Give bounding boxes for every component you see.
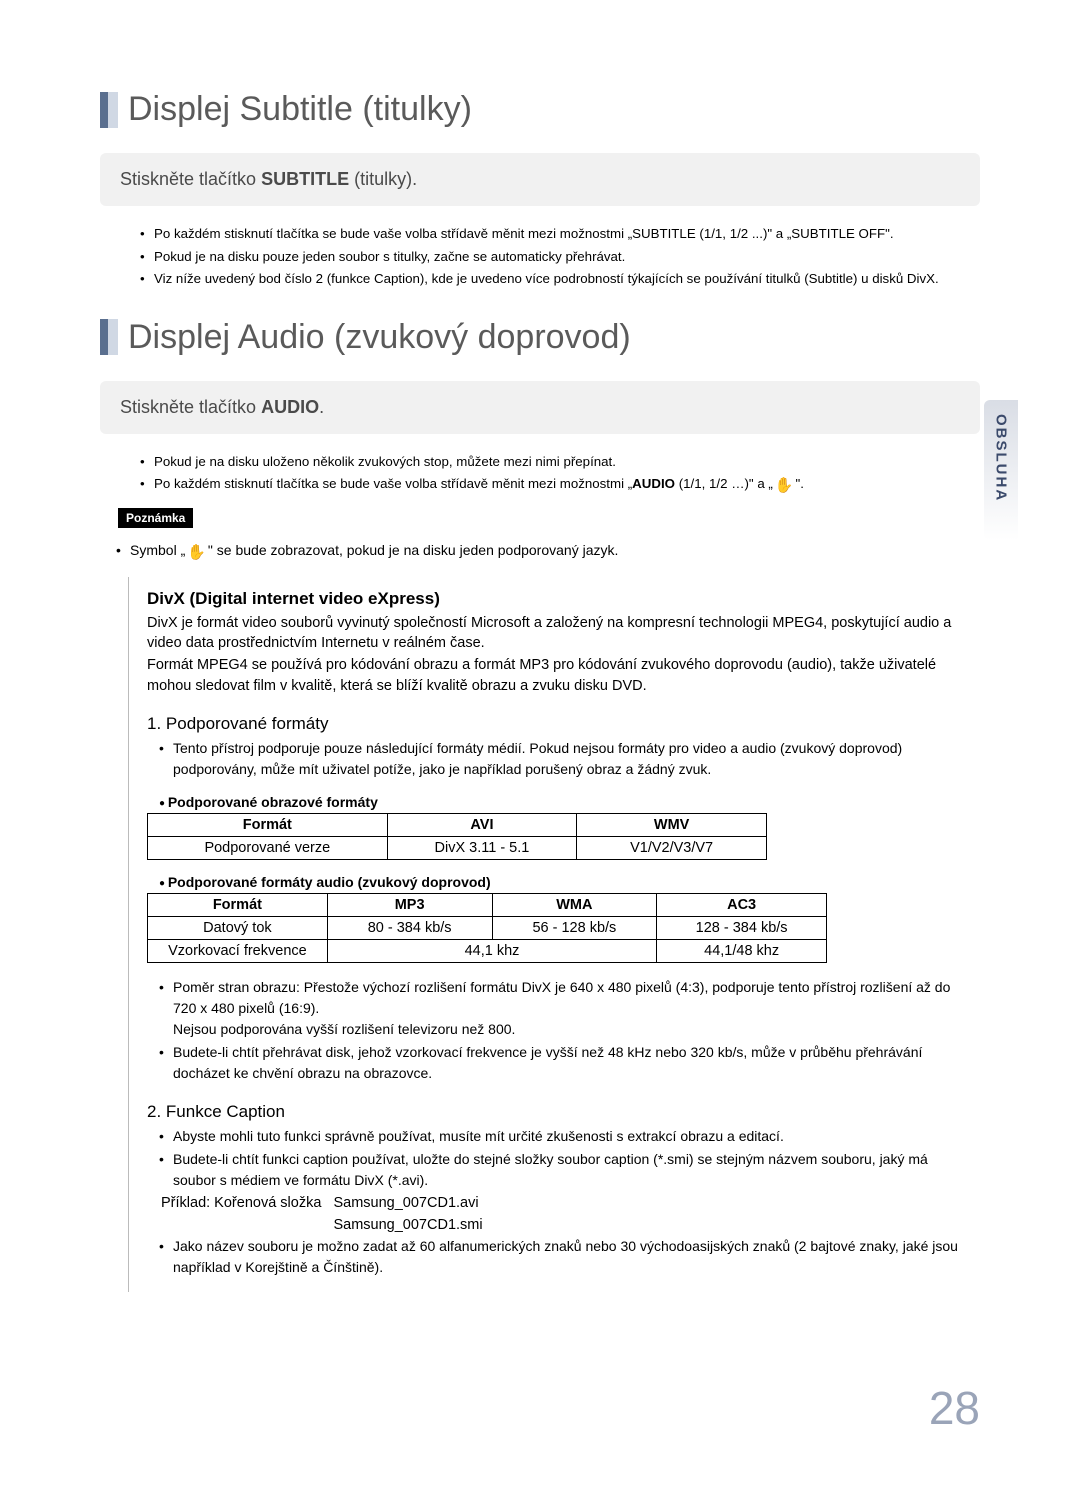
instruction-box-audio: Stiskněte tlačítko AUDIO. — [100, 381, 980, 434]
hand-icon: ✋ — [185, 543, 208, 561]
file-example: Příklad: Kořenová složka Samsung_007CD1.… — [147, 1193, 965, 1237]
video-format-table: Formát AVI WMV Podporované verze DivX 3.… — [147, 813, 767, 860]
bullet-item: Pokud je na disku uloženo několik zvukov… — [140, 452, 980, 473]
td: V1/V2/V3/V7 — [577, 836, 767, 859]
heading-subtitle: Displej Subtitle (titulky) — [100, 90, 980, 129]
heading-bar-icon — [100, 92, 118, 128]
td: 128 - 384 kb/s — [657, 916, 827, 939]
td: 44,1 khz — [327, 939, 656, 962]
heading-subtitle-text: Displej Subtitle (titulky) — [128, 90, 472, 129]
th: AVI — [387, 813, 577, 836]
divx-para1: DivX je formát video souborů vyvinutý sp… — [147, 613, 965, 654]
formats-bullets: Tento přístroj podporuje pouze následují… — [147, 738, 965, 780]
th: Formát — [148, 813, 388, 836]
subtitle-bullets: Po každém stisknutí tlačítka se bude vaš… — [100, 224, 980, 290]
instruction-audio: Stiskněte tlačítko AUDIO. — [120, 397, 324, 417]
divx-title: DivX (Digital internet video eXpress) — [147, 589, 965, 609]
side-tab-label: OBSLUHA — [993, 414, 1010, 502]
subhead-caption: 2. Funkce Caption — [147, 1102, 965, 1122]
heading-bar-icon — [100, 319, 118, 355]
audio-format-table: Formát MP3 WMA AC3 Datový tok 80 - 384 k… — [147, 893, 827, 963]
audio-table-label: Podporované formáty audio (zvukový dopro… — [147, 874, 965, 890]
th: AC3 — [657, 893, 827, 916]
divx-para2: Formát MPEG4 se používá pro kódování obr… — [147, 655, 965, 696]
audio-bullets: Pokud je na disku uloženo několik zvukov… — [100, 452, 980, 498]
caption-bullets: Abyste mohli tuto funkci správně používa… — [147, 1126, 965, 1191]
th: WMA — [492, 893, 657, 916]
instruction-box-subtitle: Stiskněte tlačítko SUBTITLE (titulky). — [100, 153, 980, 206]
bullet-item: Poměr stran obrazu: Přestože výchozí roz… — [159, 977, 965, 1040]
after-table-bullets: Poměr stran obrazu: Přestože výchozí roz… — [147, 977, 965, 1084]
divx-block: DivX (Digital internet video eXpress) Di… — [128, 577, 965, 1293]
bullet-item: Budete-li chtít funkci caption používat,… — [159, 1149, 965, 1191]
hand-icon: ✋ — [773, 474, 796, 497]
side-tab: OBSLUHA — [984, 400, 1018, 540]
video-table-label: Podporované obrazové formáty — [147, 794, 965, 810]
td: 44,1/48 khz — [657, 939, 827, 962]
heading-audio: Displej Audio (zvukový doprovod) — [100, 318, 980, 357]
td: Datový tok — [148, 916, 328, 939]
note-badge: Poznámka — [118, 508, 193, 528]
instruction-subtitle: Stiskněte tlačítko SUBTITLE (titulky). — [120, 169, 417, 189]
bullet-item: Pokud je na disku pouze jeden soubor s t… — [140, 247, 980, 268]
subhead-formats: 1. Podporované formáty — [147, 714, 965, 734]
bullet-item: Budete-li chtít přehrávat disk, jehož vz… — [159, 1042, 965, 1084]
td: 80 - 384 kb/s — [327, 916, 492, 939]
bullet-item: Po každém stisknutí tlačítka se bude vaš… — [140, 474, 980, 497]
caption-last-bullet: Jako název souboru je možno zadat až 60 … — [147, 1236, 965, 1278]
page-number: 28 — [929, 1381, 980, 1435]
td: Vzorkovací frekvence — [148, 939, 328, 962]
bullet-item: Tento přístroj podporuje pouze následují… — [159, 738, 965, 780]
td: DivX 3.11 - 5.1 — [387, 836, 577, 859]
th: MP3 — [327, 893, 492, 916]
heading-audio-text: Displej Audio (zvukový doprovod) — [128, 318, 631, 357]
td: 56 - 128 kb/s — [492, 916, 657, 939]
note-text: Symbol „✋" se bude zobrazovat, pokud je … — [100, 542, 980, 561]
td: Podporované verze — [148, 836, 388, 859]
bullet-item: Viz níže uvedený bod číslo 2 (funkce Cap… — [140, 269, 980, 290]
bullet-item: Jako název souboru je možno zadat až 60 … — [159, 1236, 965, 1278]
bullet-item: Po každém stisknutí tlačítka se bude vaš… — [140, 224, 980, 245]
bullet-item: Abyste mohli tuto funkci správně používa… — [159, 1126, 965, 1147]
th: Formát — [148, 893, 328, 916]
th: WMV — [577, 813, 767, 836]
